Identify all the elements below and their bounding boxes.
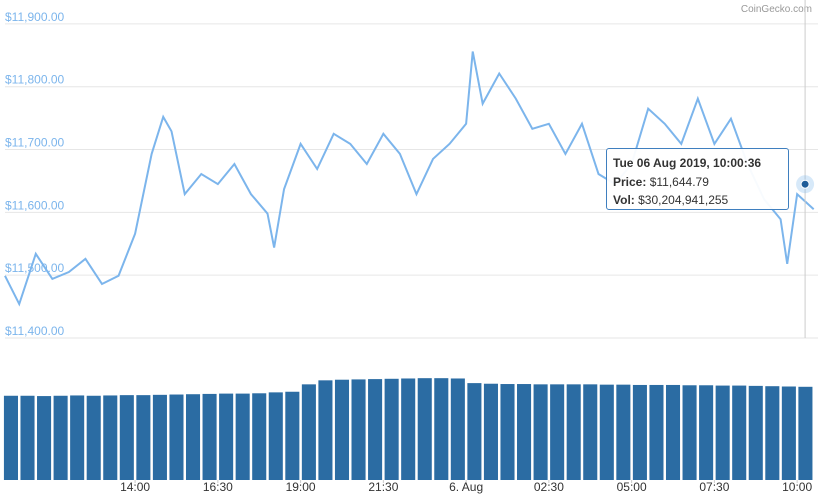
volume-bar xyxy=(616,384,631,480)
x-tick-label: 10:00 xyxy=(782,480,812,494)
volume-bar xyxy=(599,384,614,480)
hover-point xyxy=(800,179,810,189)
x-tick-label: 05:00 xyxy=(617,480,647,494)
volume-bar xyxy=(467,383,482,480)
volume-bar xyxy=(517,384,532,480)
volume-bar xyxy=(268,392,283,480)
volume-bar xyxy=(434,378,449,480)
volume-bar xyxy=(417,378,432,480)
x-tick-label: 19:00 xyxy=(286,480,316,494)
y-tick-label: $11,400.00 xyxy=(5,324,64,338)
volume-bar xyxy=(351,379,366,480)
volume-bar xyxy=(500,384,515,480)
tooltip-price-name: Price: xyxy=(613,175,647,189)
volume-bar xyxy=(219,393,234,480)
x-tick-label: 16:30 xyxy=(203,480,233,494)
tooltip-volume: $30,204,941,255 xyxy=(638,193,729,207)
x-tick-label: 02:30 xyxy=(534,480,564,494)
volume-bar xyxy=(550,384,565,480)
tooltip-price: $11,644.79 xyxy=(649,175,709,189)
tooltip-volume-name: Vol: xyxy=(613,193,635,207)
volume-bar xyxy=(152,394,167,480)
y-tick-label: $11,500.00 xyxy=(5,261,64,275)
y-tick-label: $11,700.00 xyxy=(5,136,64,150)
volume-bar xyxy=(136,395,151,480)
volume-bar xyxy=(20,395,35,480)
volume-bar xyxy=(566,384,581,480)
volume-bar xyxy=(732,385,747,480)
y-tick-label: $11,800.00 xyxy=(5,73,64,87)
volume-bar xyxy=(86,395,101,480)
volume-bar xyxy=(583,384,598,480)
volume-bar xyxy=(169,394,184,480)
volume-bar xyxy=(748,385,763,480)
y-tick-label: $11,600.00 xyxy=(5,198,64,212)
volume-bar xyxy=(384,378,399,480)
volume-bar xyxy=(3,395,18,480)
volume-bar xyxy=(632,384,647,480)
tooltip-title: Tue 06 Aug 2019, 10:00:36 xyxy=(613,156,762,170)
x-tick-label: 14:00 xyxy=(120,480,150,494)
price-line xyxy=(4,51,815,307)
volume-bar xyxy=(401,378,416,480)
volume-bar xyxy=(450,378,465,480)
volume-bar xyxy=(334,379,350,480)
volume-bar xyxy=(70,395,85,480)
volume-bar xyxy=(533,384,548,480)
volume-bar xyxy=(368,379,383,480)
volume-bar xyxy=(798,386,813,480)
volume-bar xyxy=(699,385,714,480)
x-tick-label: 6. Aug xyxy=(449,480,483,494)
volume-bar xyxy=(119,395,134,480)
volume-bar xyxy=(665,384,681,480)
volume-bar xyxy=(301,384,316,480)
volume-bar xyxy=(318,380,333,480)
x-tick-label: 07:30 xyxy=(699,480,729,494)
volume-bar xyxy=(285,391,300,480)
volume-bar xyxy=(649,384,664,480)
volume-bar xyxy=(682,385,697,480)
volume-bar xyxy=(483,383,498,480)
volume-bar xyxy=(235,393,250,480)
credit: CoinGecko.com xyxy=(741,4,812,15)
volume-bar xyxy=(53,395,68,480)
tooltip: Tue 06 Aug 2019, 10:00:36 Price: $11,644… xyxy=(606,148,789,210)
volume-bar xyxy=(781,386,796,480)
volume-bar xyxy=(202,393,217,480)
volume-bar xyxy=(37,396,52,480)
y-tick-label: $11,900.00 xyxy=(5,10,64,24)
volume-bar xyxy=(103,395,118,480)
volume-bar xyxy=(765,386,780,480)
x-tick-label: 21:30 xyxy=(368,480,398,494)
volume-bar xyxy=(185,394,201,480)
volume-bar xyxy=(715,385,730,480)
volume-bar xyxy=(252,393,267,480)
